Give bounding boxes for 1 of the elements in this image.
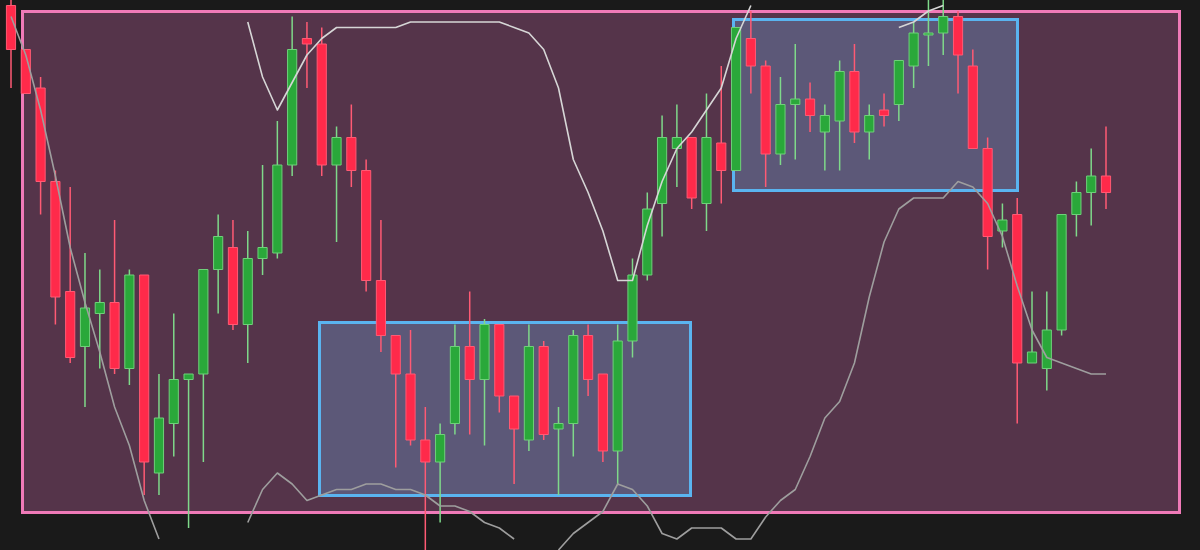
candlestick xyxy=(257,164,268,276)
